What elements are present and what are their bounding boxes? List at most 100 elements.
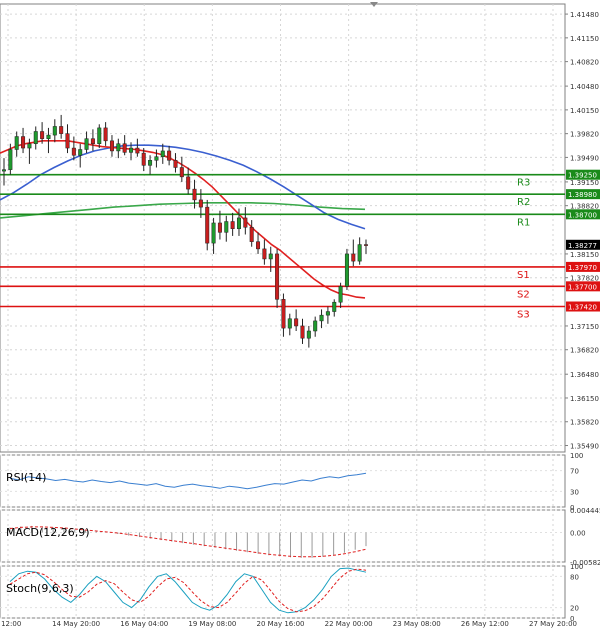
indicator-tick-label: 30 (570, 488, 579, 496)
price-tick-label: 1.37150 (570, 323, 599, 331)
level-name-r1: R1 (517, 217, 530, 228)
candle-body (21, 136, 26, 149)
candle-body (160, 150, 165, 157)
candle-body (294, 318, 299, 327)
level-name-s2: S2 (517, 289, 530, 300)
candle-body (129, 147, 134, 153)
candle-body (52, 126, 57, 136)
level-price-label: 1.37420 (568, 304, 597, 312)
indicator-tick-label: 0 (570, 615, 574, 623)
indicator-pane-frame (0, 509, 566, 563)
candle-body (198, 199, 203, 208)
level-price-label: 1.39250 (568, 172, 597, 180)
candle-body (313, 320, 318, 332)
candle-body (71, 147, 76, 156)
indicator-name: RSI(14) (6, 471, 46, 484)
candle-body (319, 314, 324, 322)
candle-body (205, 206, 210, 244)
candle-body (357, 244, 362, 262)
candle-body (275, 253, 280, 300)
candle-body (122, 143, 127, 153)
candle-body (65, 133, 70, 149)
indicator-pane-frame (0, 454, 566, 508)
candle-body (211, 222, 216, 244)
indicator-tick-label: 0.00 (570, 530, 586, 538)
candle-body (103, 127, 108, 142)
current-price-box (566, 239, 600, 250)
price-tick-label: 1.39150 (570, 179, 599, 187)
candle-body (351, 253, 356, 262)
indicator-tick-label: 80 (570, 573, 579, 581)
indicator-tick-label: 20 (570, 605, 579, 613)
ma-green-line (0, 202, 366, 219)
candle-body (192, 188, 197, 201)
price-tick-label: 1.41480 (570, 11, 599, 19)
level-name-s1: S1 (517, 270, 530, 281)
indicator-tick-label: 100 (570, 563, 583, 571)
price-tick-label: 1.39490 (570, 154, 599, 162)
candle-body (173, 160, 178, 168)
candle-body (268, 253, 273, 260)
candle-body (332, 301, 337, 312)
indicator-tick-label: 0 (570, 504, 574, 512)
candle-body (256, 241, 261, 250)
indicator-tick-label: 100 (570, 452, 583, 460)
time-tick-label: 14 May 20:00 (52, 620, 100, 628)
level-price-box (566, 169, 600, 180)
candle-body (249, 227, 254, 242)
price-tick-label: 1.35820 (570, 419, 599, 427)
price-tick-label: 1.36150 (570, 395, 599, 403)
price-tick-label: 1.41150 (570, 35, 599, 43)
indicator-tick-label: 0.004445 (570, 507, 600, 515)
indicator-tick-label: -0.005827 (570, 559, 600, 567)
candle-body (217, 222, 222, 233)
candle-body (281, 299, 286, 329)
candle-body (14, 136, 19, 150)
candle-body (135, 147, 140, 154)
level-name-r2: R2 (517, 197, 530, 208)
indicator-pane-frame (0, 565, 566, 619)
time-tick-label: y 12:00 (0, 620, 21, 628)
candle-body (109, 140, 114, 152)
candle-body (325, 311, 330, 316)
time-tick-label: 16 May 04:00 (120, 620, 168, 628)
candle-body (306, 330, 311, 339)
candle-body (141, 152, 146, 166)
ma-blue-line (0, 144, 366, 230)
candle-body (78, 149, 83, 156)
price-tick-label: 1.40820 (570, 59, 599, 67)
level-price-box (566, 301, 600, 312)
main-pane-frame (0, 3, 566, 453)
level-price-box (566, 261, 600, 272)
candle-body (167, 150, 172, 161)
indicator-name: Stoch(9,6,3) (6, 582, 74, 595)
ma-red-line (0, 140, 366, 299)
time-tick-label: 27 May 20:00 (529, 620, 577, 628)
candle-body (116, 143, 121, 152)
indicator-tick-label: 70 (570, 468, 579, 476)
level-price-box (566, 189, 600, 200)
candle-body (287, 318, 292, 329)
level-name-s3: S3 (517, 310, 530, 321)
scroll-marker-icon (370, 2, 378, 7)
price-tick-label: 1.37820 (570, 275, 599, 283)
price-tick-label: 1.40150 (570, 107, 599, 115)
time-tick-label: 26 May 12:00 (461, 620, 509, 628)
candle-body (186, 176, 191, 190)
candle-body (33, 131, 38, 144)
level-price-box (566, 209, 600, 220)
candle-body (243, 217, 248, 228)
time-tick-label: 22 May 00:00 (325, 620, 373, 628)
candle-body (90, 138, 95, 144)
candle-body (59, 126, 64, 134)
price-tick-label: 1.35490 (570, 443, 599, 451)
price-tick-label: 1.40480 (570, 83, 599, 91)
candle-body (46, 134, 51, 139)
level-name-r3: R3 (517, 178, 530, 189)
level-price-label: 1.37970 (568, 264, 597, 272)
level-price-label: 1.38700 (568, 211, 597, 219)
price-tick-label: 1.36480 (570, 371, 599, 379)
price-tick-label: 1.39820 (570, 131, 599, 139)
candle-body (2, 169, 6, 172)
